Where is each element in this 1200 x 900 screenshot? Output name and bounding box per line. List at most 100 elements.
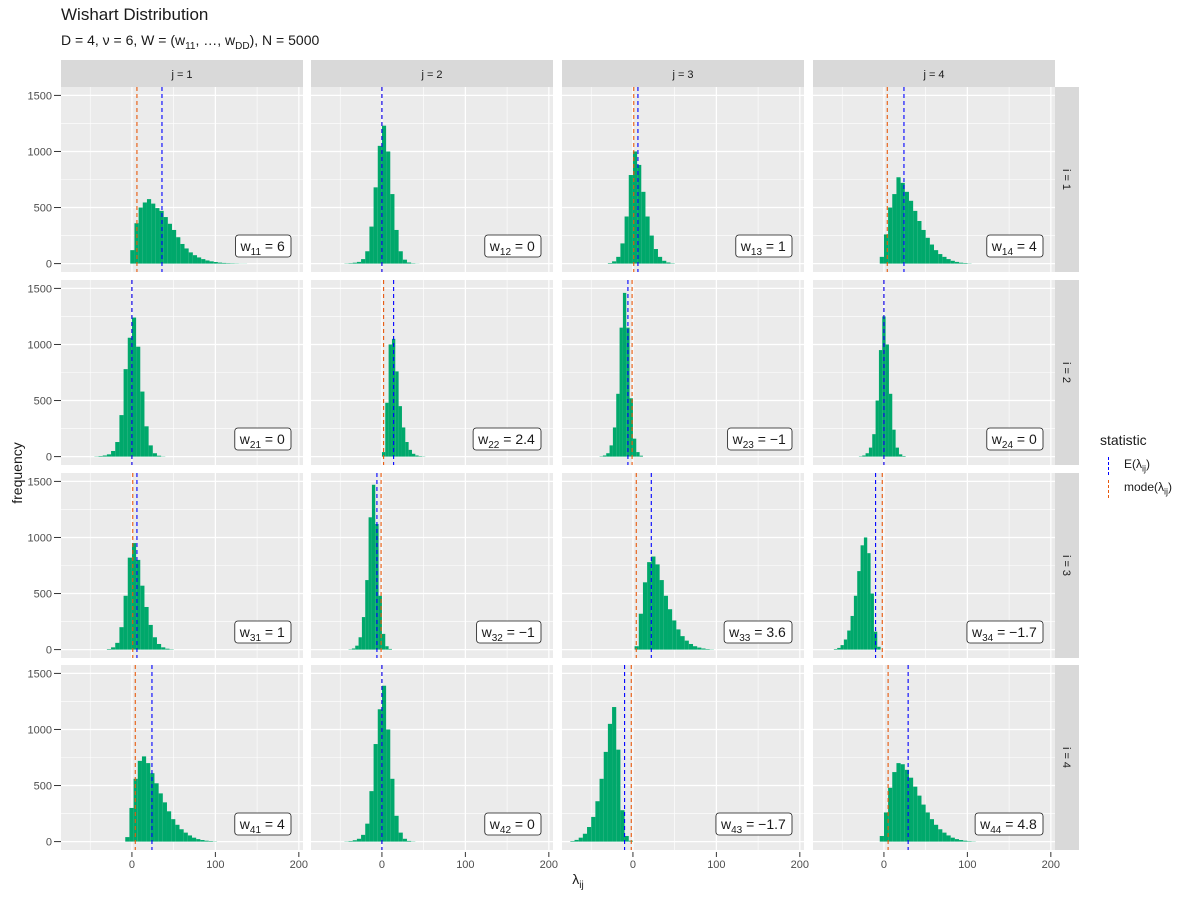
annotation-symbol: w [239, 624, 251, 640]
histogram-bar [657, 256, 663, 264]
histogram-bar [612, 261, 617, 264]
histogram-bar [938, 254, 943, 264]
histogram-bar [587, 827, 592, 842]
histogram-bar [870, 593, 874, 650]
panel-1-1: w11 = 6 [61, 87, 303, 272]
histogram-bar [667, 609, 673, 650]
histogram-bar [184, 248, 189, 264]
annotation-subscript: 42 [500, 825, 512, 836]
legend: statistic E(λij) mode(λij) [1100, 432, 1172, 500]
histogram-bar [381, 633, 386, 650]
annotation-symbol: w [489, 238, 501, 254]
histogram-bar [388, 344, 392, 457]
histogram-bar [599, 778, 604, 842]
panel-1-2: w12 = 0 [311, 87, 553, 272]
y-tick-label: 1000 [28, 724, 52, 736]
annotation-symbol: w [991, 238, 1003, 254]
histogram-bar [860, 545, 864, 650]
histogram-bar [411, 453, 416, 457]
panel-annotation-label: w32 = −1 [481, 624, 535, 644]
histogram-bar [351, 648, 356, 650]
panel-annotation-label: w42 = 0 [489, 816, 535, 836]
histogram-bar [183, 832, 188, 842]
histogram-bar [162, 802, 167, 842]
annotation-symbol: w [728, 624, 740, 640]
histogram-bar [606, 453, 610, 457]
annotation-value: = 6 [261, 238, 285, 254]
col-strip-label-2: j = 2 [420, 69, 442, 81]
panel-annotation-label: w21 = 0 [239, 431, 285, 451]
histogram-bar [619, 327, 623, 457]
histogram-bar [833, 649, 838, 650]
histogram-bar [655, 564, 660, 650]
panel-annotation-box [484, 234, 542, 258]
histogram-bar [222, 262, 227, 264]
histogram-bar [148, 624, 153, 650]
annotation-value: = 0 [1013, 431, 1037, 447]
histogram-bar [127, 557, 132, 650]
x-axis-title-sub: ij [579, 879, 584, 891]
histogram-bar [176, 237, 181, 264]
annotation-value: = 4 [261, 816, 285, 832]
histogram-bar [381, 685, 387, 842]
annotation-value: = 1 [762, 238, 786, 254]
histogram-bar [628, 175, 633, 264]
annotation-subscript: 44 [990, 825, 1002, 836]
histogram-bar [591, 816, 596, 842]
histogram-bar [408, 449, 412, 457]
annotation-value: = 0 [511, 816, 535, 832]
histogram-bar [879, 835, 884, 842]
x-tick-label: 200 [290, 859, 308, 871]
subtitle-sub-1: 11 [185, 40, 196, 52]
histogram-bar [857, 571, 861, 650]
histogram-bar [900, 764, 905, 842]
y-tick-label: 0 [46, 452, 52, 464]
histogram-bar [217, 262, 223, 264]
histogram-bar [963, 263, 968, 264]
annotation-symbol: w [239, 431, 251, 447]
histogram-bar [381, 452, 386, 457]
panel-annotation-label: w41 = 4 [239, 816, 285, 836]
panel-annotation-label: w31 = 1 [239, 624, 285, 644]
panel-annotation-box [476, 620, 542, 644]
histogram-bar [163, 217, 168, 264]
histogram-bar [131, 543, 137, 650]
x-tick-label: 0 [630, 859, 636, 871]
y-tick-label: 1500 [28, 476, 52, 488]
y-tick-label: 1000 [28, 339, 52, 351]
histogram-bar [140, 391, 145, 457]
histogram-bar [111, 647, 116, 650]
histogram-bar [647, 562, 652, 650]
histogram-bar [146, 199, 152, 264]
col-strip-2 [311, 60, 553, 87]
legend-label-mode-close: ) [1168, 480, 1173, 495]
panel-1-4: w14 = 4 [813, 87, 1055, 272]
panel-annotation-box [234, 620, 292, 644]
histogram-bar [365, 251, 370, 264]
panel-annotation-box [966, 620, 1044, 644]
panel-annotation-box [735, 234, 793, 258]
histogram-bar [152, 637, 157, 650]
x-tick-label: 100 [456, 859, 474, 871]
legend-label-mode: mode(λij) [1124, 480, 1172, 496]
histogram-bar [653, 249, 658, 264]
histogram-bar [701, 648, 706, 650]
histogram-bar [570, 841, 575, 842]
histogram-bar [151, 203, 156, 264]
histogram-bar [171, 229, 177, 264]
annotation-subscript: 11 [251, 247, 262, 258]
histogram-bar [620, 810, 625, 842]
annotation-symbol: w [240, 238, 252, 254]
histogram-bar [371, 484, 376, 650]
histogram-bar [892, 194, 897, 264]
histogram-bar [415, 455, 419, 457]
histogram-bar [612, 707, 617, 842]
histogram-bar [574, 839, 579, 842]
histogram-bar [405, 442, 409, 457]
col-strip-4 [813, 60, 1055, 87]
histogram-bar [612, 427, 617, 457]
x-tick-label: 100 [958, 859, 976, 871]
histogram-bar [352, 262, 357, 264]
panel-3-4: w34 = −1.7 [813, 473, 1055, 658]
histogram-bar [204, 840, 209, 842]
